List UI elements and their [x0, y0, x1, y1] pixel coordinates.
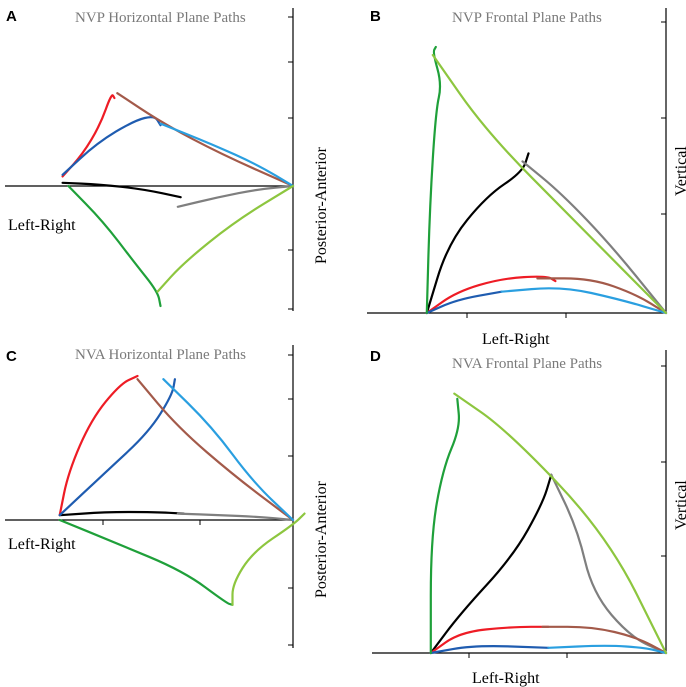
path-darkblue	[58, 378, 176, 517]
path-darkblue	[425, 290, 503, 315]
path-green	[67, 184, 162, 308]
panel-c-paths	[58, 374, 306, 606]
panel-a-title: NVP Horizontal Plane Paths	[75, 10, 246, 26]
panel-c-x-label: Left-Right	[8, 536, 76, 553]
path-lightblue	[500, 287, 668, 315]
path-brown	[536, 277, 668, 315]
panel-d-x-label: Left-Right	[472, 670, 540, 687]
path-brown	[136, 378, 295, 522]
path-black	[425, 152, 530, 315]
panel-a-paths	[61, 92, 295, 308]
path-lightblue	[162, 378, 295, 522]
panel-c-title: NVA Horizontal Plane Paths	[75, 347, 246, 363]
path-black	[58, 510, 185, 517]
panel-c-y-label: Posterior-Anterior	[313, 480, 330, 598]
panel-a-letter: A	[6, 8, 17, 25]
path-red	[425, 275, 557, 315]
path-brown	[541, 625, 668, 655]
path-grey	[176, 184, 295, 208]
path-green	[429, 397, 461, 655]
panel-d: D NVA Frontal Plane Paths Left-Right Ver…	[370, 348, 686, 687]
panel-d-letter: D	[370, 348, 381, 365]
path-lightgreen	[231, 512, 306, 606]
panel-c-letter: C	[6, 348, 17, 365]
path-grey	[550, 473, 668, 655]
path-red	[61, 94, 116, 178]
panel-c: C NVA Horizontal Plane Paths Left-Right …	[5, 345, 330, 648]
path-lightgreen	[453, 392, 668, 655]
panel-b: B NVP Frontal Plane Paths Left-Right Ver…	[367, 8, 686, 348]
path-darkblue	[61, 116, 162, 176]
panel-b-paths	[425, 45, 668, 315]
panel-b-title: NVP Frontal Plane Paths	[452, 10, 602, 26]
path-black	[61, 181, 182, 199]
panel-d-title: NVA Frontal Plane Paths	[452, 356, 602, 372]
path-lightgreen	[156, 184, 295, 293]
panel-b-letter: B	[370, 8, 381, 25]
panel-a-x-label: Left-Right	[8, 217, 76, 234]
path-lightblue	[159, 122, 295, 188]
path-grey	[521, 160, 668, 315]
panel-b-x-label: Left-Right	[482, 331, 550, 348]
path-brown	[116, 92, 295, 188]
path-red	[58, 374, 139, 517]
path-darkblue	[429, 645, 550, 655]
panel-b-y-label: Vertical	[673, 146, 686, 196]
panel-d-y-label: Vertical	[673, 480, 686, 530]
path-lightgreen	[431, 53, 668, 315]
panel-d-paths	[429, 392, 668, 655]
panel-a-y-label: Posterior-Anterior	[313, 146, 330, 264]
path-green	[425, 45, 442, 315]
path-grey	[176, 512, 295, 522]
path-lightblue	[547, 644, 668, 655]
path-black	[429, 473, 553, 655]
path-green	[58, 518, 234, 606]
panel-a: A NVP Horizontal Plane Paths Left-Right …	[5, 8, 330, 311]
path-red	[429, 625, 550, 655]
